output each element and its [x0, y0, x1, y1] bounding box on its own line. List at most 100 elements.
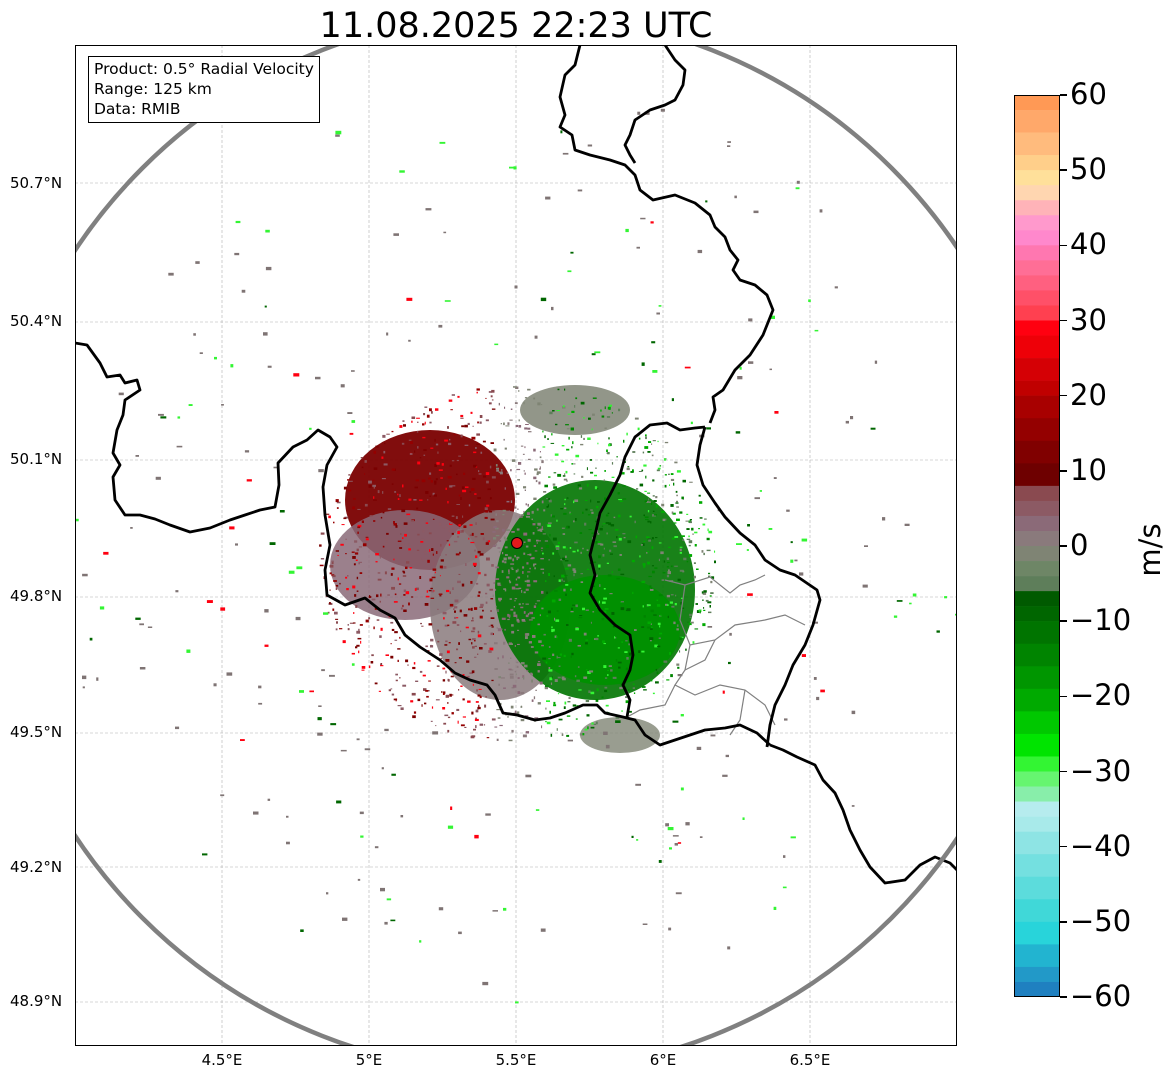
echo-speckle — [661, 579, 665, 581]
echo-speckle — [419, 499, 423, 501]
echo-speckle — [571, 446, 573, 449]
echo-speckle — [490, 617, 495, 619]
echo-speckle — [452, 587, 454, 590]
echo-speckle — [563, 654, 566, 657]
echo-speckle — [547, 524, 552, 527]
echo-speckle — [229, 526, 235, 530]
echo-speckle — [645, 519, 649, 521]
echo-speckle — [434, 464, 437, 467]
echo-speckle — [477, 706, 481, 710]
echo-speckle — [425, 208, 432, 211]
echo-speckle — [585, 639, 589, 641]
echo-speckle — [595, 574, 598, 578]
echo-speckle — [482, 440, 486, 443]
echo-speckle — [594, 351, 601, 354]
echo-speckle — [402, 484, 404, 488]
echo-speckle — [431, 411, 433, 414]
echo-speckle — [273, 466, 278, 469]
echo-speckle — [479, 695, 482, 699]
echo-speckle — [82, 686, 85, 689]
echo-speckle — [509, 673, 514, 676]
colorbar-segment — [1014, 95, 1060, 111]
echo-speckle — [435, 408, 439, 411]
echo-speckle — [471, 620, 474, 622]
echo-speckle — [536, 527, 539, 529]
echo-speckle — [373, 450, 377, 454]
colorbar-tick-label: 0 — [1070, 528, 1089, 562]
echo-speckle — [690, 421, 693, 425]
echo-speckle — [603, 731, 608, 735]
echo-speckle — [680, 787, 684, 791]
echo-speckle — [588, 417, 591, 420]
echo-speckle — [495, 588, 497, 591]
echo-speckle — [759, 490, 762, 492]
echo-speckle — [627, 466, 630, 468]
echo-speckle — [594, 638, 596, 640]
echo-speckle — [566, 734, 570, 737]
echo-speckle — [444, 300, 451, 302]
colorbar-tick — [1060, 244, 1067, 247]
echo-speckle — [333, 580, 337, 582]
echo-speckle — [335, 134, 340, 137]
echo-speckle — [794, 559, 798, 562]
echo-speckle — [548, 669, 553, 672]
echo-speckle — [650, 221, 654, 224]
echo-speckle — [425, 549, 430, 552]
echo-speckle — [542, 446, 546, 448]
echo-speckle — [608, 404, 612, 407]
echo-speckle — [377, 490, 380, 494]
echo-speckle — [336, 621, 338, 624]
echo-speckle — [582, 607, 585, 611]
echo-speckle — [504, 546, 508, 549]
echo-speckle — [516, 616, 518, 619]
echo-speckle — [535, 809, 540, 811]
echo-speckle — [478, 688, 482, 690]
echo-speckle — [475, 701, 479, 703]
echo-speckle — [195, 261, 200, 264]
echo-speckle — [447, 716, 451, 719]
colorbar-tick-label: 50 — [1070, 152, 1107, 187]
colorbar-segment — [1014, 132, 1060, 156]
echo-speckle — [356, 548, 359, 552]
echo-speckle — [361, 520, 364, 523]
echo-speckle — [478, 591, 481, 594]
echo-speckle — [613, 545, 617, 548]
echo-speckle — [562, 677, 566, 681]
echo-speckle — [513, 166, 517, 170]
echo-speckle — [530, 557, 534, 560]
echo-speckle — [378, 690, 381, 692]
echo-speckle — [402, 684, 407, 687]
echo-speckle — [583, 417, 585, 419]
echo-speckle — [408, 548, 411, 551]
echo-speckle — [360, 835, 364, 838]
echo-speckle — [445, 640, 448, 643]
echo-speckle — [416, 549, 420, 551]
echo-speckle — [600, 543, 604, 546]
echo-speckle — [912, 593, 917, 597]
echo-speckle — [672, 835, 679, 837]
echo-speckle — [527, 538, 531, 542]
echo-speckle — [638, 437, 641, 440]
echo-speckle — [395, 698, 397, 702]
radar-site-marker[interactable] — [511, 537, 523, 549]
echo-speckle — [501, 469, 503, 472]
echo-speckle — [539, 466, 541, 469]
echo-speckle — [565, 470, 568, 474]
echo-speckle — [469, 672, 473, 674]
echo-speckle — [699, 836, 703, 838]
echo-speckle — [648, 441, 652, 443]
echo-speckle — [406, 513, 411, 516]
echo-speckle — [597, 635, 599, 637]
colorbar-segment — [1014, 711, 1060, 735]
echo-speckle — [391, 586, 395, 590]
echo-speckle — [414, 486, 418, 489]
echo-speckle — [511, 459, 516, 462]
echo-speckle — [543, 633, 546, 636]
echo-speckle — [510, 608, 514, 611]
echo-speckle — [419, 670, 423, 673]
echo-speckle — [206, 600, 213, 603]
colorbar-tick — [1060, 470, 1067, 472]
echo-speckle — [445, 659, 450, 662]
echo-speckle — [411, 596, 414, 598]
echo-speckle — [619, 554, 622, 556]
